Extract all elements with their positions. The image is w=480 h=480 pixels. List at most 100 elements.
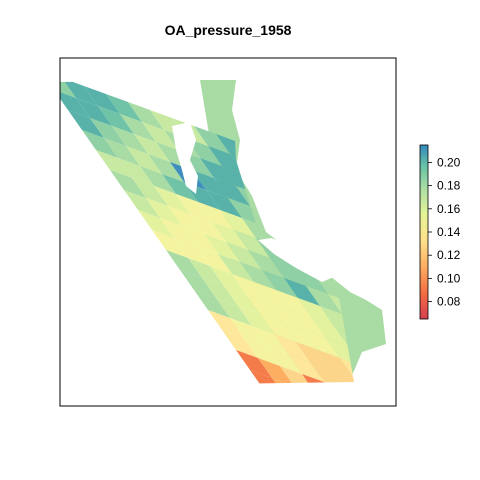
- heatmap-cell: [106, 94, 142, 122]
- heatmap-cell: [292, 266, 328, 294]
- heatmap-cell: [274, 334, 310, 362]
- heatmap-cell: [226, 242, 262, 270]
- color-legend: 0.08 0.10 0.12 0.14 0.16 0.18 0.20: [419, 144, 461, 320]
- heatmap-cell: [112, 126, 148, 154]
- heatmap-cell: [96, 150, 132, 178]
- heatmap-cell: [154, 186, 190, 214]
- heatmap-cell: [218, 254, 254, 282]
- heatmap-cell: [268, 302, 304, 330]
- heatmap-cell: [60, 90, 90, 118]
- heatmap-cell: [296, 342, 332, 370]
- heatmap-cell: [126, 146, 162, 174]
- inlet-shape: [258, 238, 336, 282]
- heatmap-cell: [176, 194, 212, 222]
- heatmap-cell: [302, 374, 338, 384]
- heatmap-cell: [250, 370, 286, 384]
- heatmap-cell: [76, 98, 112, 126]
- island-shape: [172, 122, 198, 194]
- heatmap-cell: [168, 206, 204, 234]
- heatmap-cell: [234, 230, 270, 258]
- heatmap-cell: [196, 246, 232, 274]
- heatmap-cell: [208, 310, 244, 338]
- heatmap-cell: [194, 126, 230, 154]
- heatmap-cell: [132, 178, 168, 206]
- heatmap-cell: [238, 306, 274, 334]
- heatmap-cell: [280, 366, 316, 384]
- heatmap-cell: [134, 134, 170, 162]
- heatmap-cell: [208, 146, 244, 174]
- heatmap-cell: [362, 366, 398, 394]
- heatmap-cell: [174, 238, 210, 266]
- heatmap-cell: [188, 258, 224, 286]
- heatmap-cell: [148, 154, 184, 182]
- heatmap-cell: [166, 250, 202, 278]
- heatmap-cell: [98, 106, 134, 134]
- heatmap-cell: [128, 102, 164, 130]
- heatmap-cell: [340, 358, 354, 384]
- heatmap-cell: [182, 226, 218, 254]
- heatmap-cell: [266, 346, 302, 374]
- heatmap-cell: [202, 278, 238, 306]
- heatmap-cell: [368, 398, 404, 426]
- heatmap-cell: [204, 234, 240, 262]
- heatmap-cell: [306, 286, 342, 314]
- heatmap-cell: [248, 250, 284, 278]
- heatmap-cell: [82, 130, 118, 158]
- heatmap-cell: [284, 278, 320, 306]
- heatmap-cell: [288, 354, 324, 382]
- heatmap-cell: [316, 394, 352, 422]
- heatmap-cell: [120, 114, 156, 142]
- heatmap-cell: [90, 118, 126, 146]
- legend-tick-label: 0.18: [437, 179, 461, 193]
- heatmap-cell: [294, 386, 330, 414]
- heatmap-cell: [124, 190, 160, 218]
- heatmap-cell: [230, 318, 266, 346]
- plot-frame: [59, 57, 397, 407]
- heatmap-cell: [160, 218, 196, 246]
- heatmap-cell: [118, 158, 154, 186]
- heatmap-cell: [142, 122, 178, 150]
- heatmap-cell: [236, 350, 272, 378]
- heatmap-cell: [426, 434, 462, 462]
- heatmap-cell: [318, 350, 354, 378]
- heatmap-cell: [222, 330, 258, 358]
- heatmap-cell: [232, 274, 268, 302]
- legend-tick-label: 0.08: [437, 295, 461, 309]
- heatmap-cell: [246, 294, 282, 322]
- heatmap-cell: [206, 190, 242, 218]
- heatmap-cell: [258, 358, 294, 384]
- heatmap-cell: [252, 326, 288, 354]
- legend-tick-label: 0.10: [437, 271, 461, 285]
- heatmap-cell: [332, 370, 354, 384]
- heatmap-cell: [276, 290, 312, 318]
- heatmap-cell: [192, 170, 228, 198]
- heatmap-cell: [360, 410, 396, 438]
- heatmap-cell: [138, 210, 174, 238]
- heatmap-cell: [200, 158, 236, 186]
- heatmap-cell: [190, 214, 226, 242]
- heatmap-cell: [404, 426, 440, 454]
- heatmap-cell: [214, 178, 250, 206]
- heatmap-cell: [152, 230, 188, 258]
- heatmap-cell: [212, 222, 248, 250]
- heatmap-cell: [384, 374, 420, 402]
- heatmap-cell: [376, 386, 412, 414]
- heatmap-cell: [290, 310, 326, 338]
- heatmap-cell: [270, 258, 306, 286]
- heatmap-cell: [346, 390, 382, 418]
- legend-tick-label: 0.16: [437, 202, 461, 216]
- heatmap-cell: [198, 202, 234, 230]
- heatmap-cell: [62, 80, 98, 106]
- heatmap-cell: [146, 198, 182, 226]
- heatmap-cell: [186, 138, 222, 166]
- legend-tick-label: 0.12: [437, 248, 461, 262]
- heatmap-cell: [210, 266, 246, 294]
- heatmap-cell: [224, 286, 260, 314]
- heatmap-cell: [412, 414, 448, 442]
- heatmap-cell: [180, 270, 216, 298]
- heatmap-cell: [370, 354, 406, 382]
- heatmap-cell: [262, 270, 298, 298]
- map-title: OA_pressure_1958: [164, 22, 292, 38]
- heatmap-cell: [272, 214, 308, 242]
